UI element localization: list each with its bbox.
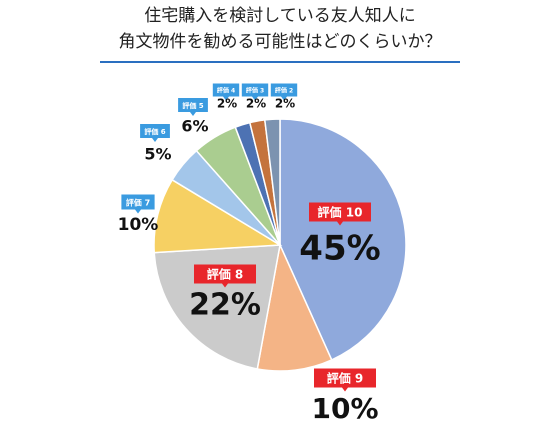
tag-pointer bbox=[223, 96, 229, 101]
category-label: 評価 5 bbox=[182, 101, 203, 110]
tag-pointer bbox=[342, 387, 348, 392]
value-label: 10% bbox=[311, 392, 378, 425]
category-tag bbox=[314, 368, 376, 388]
category-tag bbox=[194, 264, 256, 284]
category-label: 評価 2 bbox=[275, 87, 293, 95]
category-tag bbox=[309, 202, 371, 222]
tag-pointer bbox=[135, 209, 141, 214]
pie-slice bbox=[153, 178, 283, 254]
tag-pointer bbox=[337, 221, 343, 226]
pie-slice bbox=[263, 118, 281, 246]
value-label: 10% bbox=[118, 215, 159, 235]
value-label: 5% bbox=[144, 145, 171, 164]
value-label: 2% bbox=[275, 97, 295, 111]
category-label: 評価 6 bbox=[144, 127, 165, 136]
category-label: 評価 9 bbox=[327, 371, 364, 386]
category-label: 評価 8 bbox=[207, 267, 244, 282]
chart-title: 角文物件を勧める可能性はどのくらいか？ bbox=[119, 32, 442, 52]
value-label: 6% bbox=[181, 117, 208, 136]
category-tag bbox=[178, 98, 208, 112]
tag-pointer bbox=[222, 283, 228, 288]
category-label: 評価 7 bbox=[126, 198, 150, 208]
category-label: 評価 10 bbox=[318, 205, 363, 220]
category-label: 評価 4 bbox=[217, 87, 235, 95]
category-label: 評価 3 bbox=[246, 87, 264, 95]
value-label: 22% bbox=[189, 288, 261, 323]
category-tag bbox=[212, 83, 240, 97]
value-label: 2% bbox=[217, 97, 237, 111]
tag-pointer bbox=[281, 96, 287, 101]
pie-slice bbox=[279, 118, 407, 361]
category-tag bbox=[140, 124, 170, 138]
tag-pointer bbox=[152, 138, 158, 142]
category-tag bbox=[270, 83, 298, 97]
chart-title: 住宅購入を検討している友人知人に bbox=[144, 6, 416, 26]
category-tag bbox=[241, 83, 269, 97]
tag-pointer bbox=[252, 96, 258, 101]
value-label: 45% bbox=[299, 229, 380, 269]
value-label: 2% bbox=[246, 97, 266, 111]
tag-pointer bbox=[190, 112, 196, 116]
pie-slice bbox=[256, 242, 333, 372]
category-tag bbox=[121, 194, 155, 210]
